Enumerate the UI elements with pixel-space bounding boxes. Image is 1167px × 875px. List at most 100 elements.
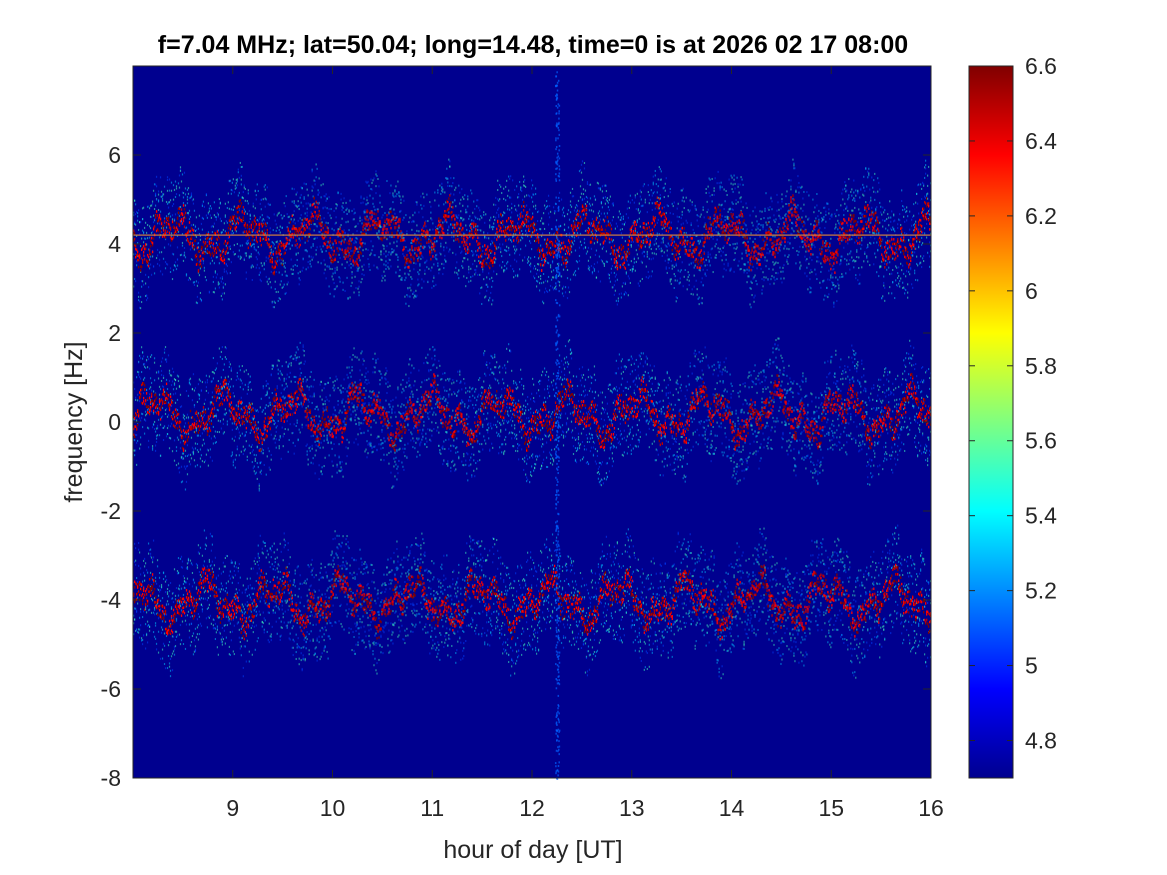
trace-noise-pixel [604, 202, 607, 205]
trace-noise-pixel [384, 236, 386, 239]
trace-core-pixel [403, 238, 405, 242]
trace-noise-pixel [393, 208, 395, 211]
trace-noise-pixel [666, 271, 668, 274]
trace-core-pixel [576, 224, 579, 228]
trace-noise-pixel [283, 265, 285, 268]
trace-core-pixel [365, 222, 367, 226]
trace-noise-pixel [353, 218, 355, 221]
trace-noise-pixel [208, 237, 211, 240]
trace-noise-pixel [280, 280, 282, 283]
trace-noise-pixel [740, 176, 742, 179]
trace-noise-pixel [173, 264, 176, 267]
trace-core-pixel [320, 224, 322, 228]
trace-core-pixel [164, 232, 167, 235]
trace-core-pixel [358, 253, 360, 257]
trace-core-pixel [381, 231, 383, 235]
trace-core-pixel [730, 212, 732, 216]
trace-noise-pixel [510, 264, 512, 267]
trace-noise-pixel [586, 250, 589, 253]
trace-noise-pixel [376, 208, 378, 211]
trace-noise-pixel [348, 229, 350, 232]
trace-core-pixel [364, 216, 366, 219]
trace-noise-pixel [664, 259, 666, 262]
trace-core-pixel [236, 206, 239, 210]
trace-core-pixel [321, 223, 323, 226]
trace-noise-pixel [723, 208, 725, 211]
trace-noise-pixel [675, 300, 677, 303]
trace-core-pixel [229, 227, 232, 231]
trace-noise-pixel [148, 207, 151, 210]
trace-noise-pixel [135, 260, 138, 263]
trace-noise-pixel [317, 206, 319, 209]
trace-noise-pixel [299, 270, 301, 273]
trace-core-pixel [556, 231, 559, 234]
trace-noise-pixel [332, 243, 334, 246]
trace-noise-pixel [333, 282, 335, 285]
trace-core-pixel [250, 223, 253, 227]
trace-noise-pixel [354, 260, 356, 263]
trace-noise-pixel [611, 219, 613, 222]
trace-core-pixel [397, 236, 399, 239]
trace-noise-pixel [186, 195, 189, 198]
trace-noise-pixel [141, 218, 144, 221]
trace-noise-pixel [201, 203, 204, 206]
trace-core-pixel [652, 232, 654, 235]
trace-core-pixel [261, 225, 263, 228]
trace-noise-pixel [307, 194, 309, 197]
trace-core-pixel [183, 213, 186, 217]
trace-core-pixel [295, 227, 297, 230]
trace-core-pixel [268, 245, 270, 249]
trace-noise-pixel [682, 187, 684, 190]
trace-noise-pixel [258, 267, 260, 270]
trace-core-pixel [398, 218, 400, 221]
trace-noise-pixel [522, 237, 524, 240]
trace-noise-pixel [473, 253, 475, 256]
trace-noise-pixel [434, 199, 436, 202]
trace-noise-pixel [398, 194, 400, 197]
trace-noise-pixel [448, 158, 450, 161]
trace-noise-pixel [684, 239, 686, 242]
trace-noise-pixel [136, 242, 139, 245]
trace-noise-pixel [517, 222, 519, 225]
trace-noise-pixel [247, 192, 249, 195]
trace-core-pixel [247, 246, 250, 250]
trace-core-pixel [634, 220, 637, 224]
trace-core-pixel [261, 222, 263, 226]
trace-core-pixel [341, 230, 343, 233]
trace-core-pixel [569, 247, 572, 251]
trace-noise-pixel [407, 272, 409, 275]
trace-noise-pixel [409, 295, 411, 298]
trace-noise-pixel [169, 244, 172, 247]
trace-core-pixel [172, 225, 175, 228]
trace-noise-pixel [749, 303, 751, 306]
trace-noise-pixel [180, 222, 183, 225]
trace-noise-pixel [705, 188, 707, 191]
trace-noise-pixel [227, 201, 229, 204]
trace-noise-pixel [521, 189, 523, 192]
trace-noise-pixel [339, 256, 341, 259]
trace-noise-pixel [652, 175, 654, 178]
trace-core-pixel [204, 242, 207, 245]
trace-noise-pixel [658, 166, 660, 169]
trace-core-pixel [222, 248, 225, 252]
trace-core-pixel [383, 224, 385, 227]
trace-noise-pixel [456, 214, 458, 217]
trace-noise-pixel [659, 168, 661, 171]
trace-noise-pixel [612, 204, 614, 207]
trace-noise-pixel [721, 186, 723, 189]
trace-noise-pixel [340, 192, 342, 195]
trace-noise-pixel [431, 286, 433, 289]
trace-noise-pixel [143, 255, 146, 258]
trace-noise-pixel [275, 241, 277, 244]
trace-noise-pixel [421, 254, 423, 257]
trace-noise-pixel [725, 253, 727, 256]
trace-core-pixel [363, 223, 365, 226]
trace-noise-pixel [734, 187, 736, 190]
trace-noise-pixel [593, 268, 596, 271]
trace-core-pixel [344, 249, 346, 252]
trace-core-pixel [273, 266, 275, 270]
trace-noise-pixel [401, 232, 403, 235]
trace-noise-pixel [324, 268, 326, 271]
trace-core-pixel [184, 232, 187, 236]
trace-noise-pixel [289, 247, 291, 250]
